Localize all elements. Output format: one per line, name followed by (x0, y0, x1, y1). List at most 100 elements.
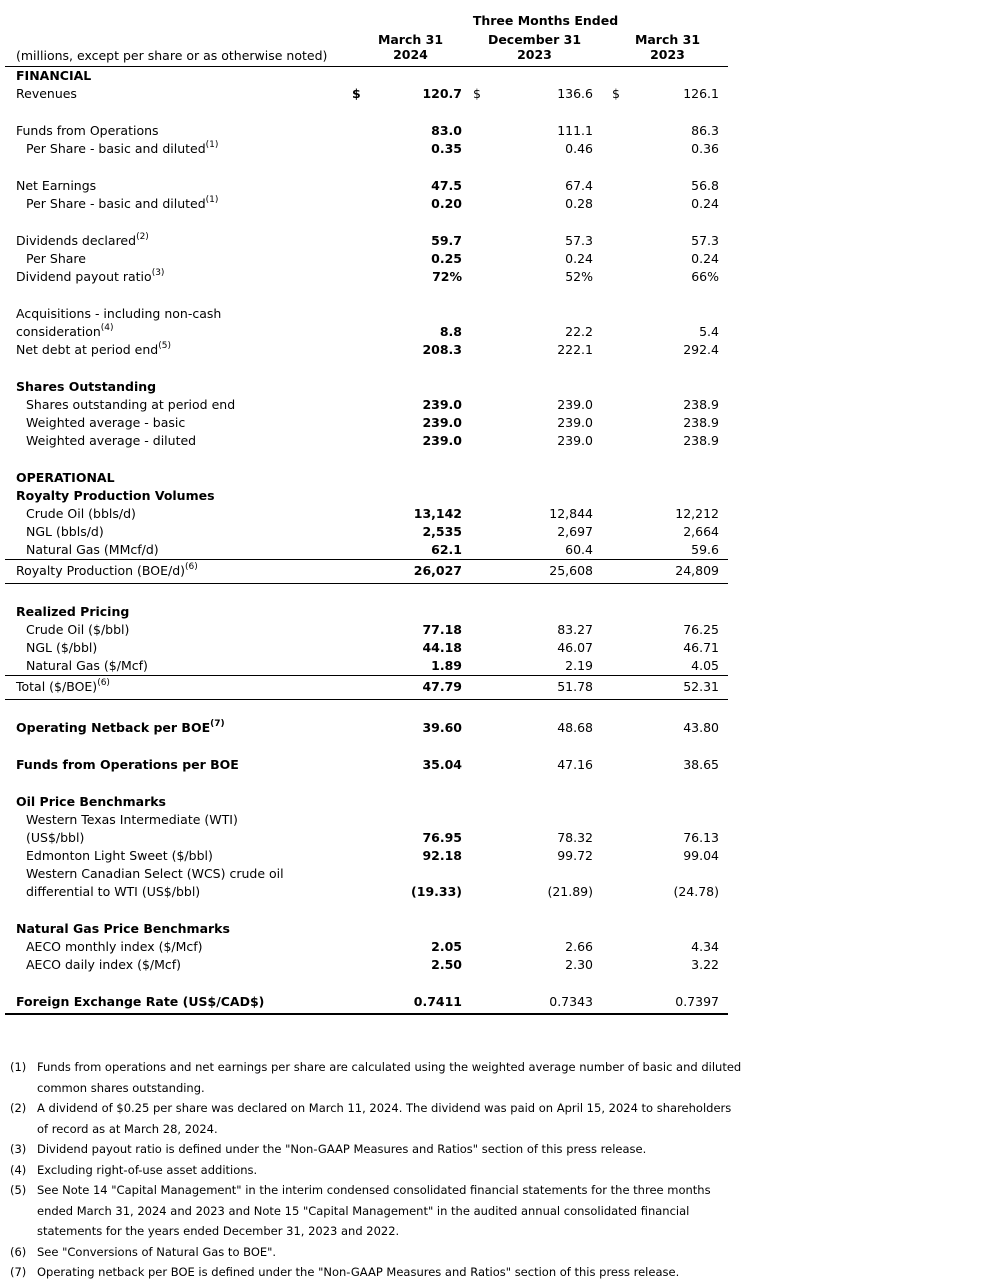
value-cell: 22.2 (462, 323, 593, 341)
row-label-text: OPERATIONAL (16, 470, 115, 485)
value-cell: 72% (345, 268, 462, 286)
table-row: Net debt at period end(5) 208.3 222.1 292.4 (5, 341, 728, 359)
value-cell: 2,535 (345, 523, 462, 541)
row-label: Royalty Production Volumes (5, 487, 345, 505)
value-cell: 4.05 (593, 657, 728, 675)
cell-value: 0.24 (565, 251, 593, 266)
value-cell: 0.35 (345, 140, 462, 158)
table-row: Realized Pricing (5, 603, 728, 621)
value-cell: 60.4 (462, 541, 593, 559)
row-label-text: Natural Gas (MMcf/d) (26, 542, 159, 557)
row-label: Weighted average - basic (5, 414, 345, 432)
value-cell: 239.0 (462, 396, 593, 414)
column-header-line: March 31 (377, 32, 444, 47)
value-cell: 0.24 (593, 195, 728, 213)
table-row: Funds from Operations per BOE 35.04 47.16 3… (5, 756, 728, 774)
footnote-text: A dividend of $0.25 per share was declar… (37, 1101, 732, 1136)
value-cell: 38.65 (593, 756, 728, 774)
row-label-text: FINANCIAL (16, 68, 92, 83)
row-spacer (5, 974, 728, 993)
table-row: Acquisitions - including non-cash conside… (5, 305, 728, 341)
value-cell: 52% (462, 268, 593, 286)
cell-value: 111.1 (557, 123, 593, 138)
value-cell: 66% (593, 268, 728, 286)
unit-note-text: (millions, except per share or as otherw… (16, 48, 328, 63)
footnote-text: Operating netback per BOE is defined und… (37, 1265, 680, 1279)
cell-value: 239.0 (422, 397, 462, 412)
cell-value: 120.7 (422, 86, 462, 101)
cell-value: 0.7343 (549, 994, 593, 1009)
cell-value: (24.78) (673, 884, 719, 899)
row-label: Natural Gas Price Benchmarks (5, 920, 345, 938)
cell-value: 47.5 (431, 178, 462, 193)
cell-value: 0.28 (565, 196, 593, 211)
cell-value: 1.89 (431, 658, 462, 673)
row-label-text: Per Share - basic and diluted(1) (26, 194, 219, 211)
footnote: (1) Funds from operations and net earning… (10, 1057, 745, 1098)
footnote: (2) A dividend of $0.25 per share was dec… (10, 1098, 745, 1139)
period-columns: Three Months Ended March 31 2024 Decembe… (345, 12, 728, 66)
table-row: Edmonton Light Sweet ($/bbl) 92.18 99.72 99… (5, 847, 728, 865)
cell-value: 0.24 (691, 196, 719, 211)
cell-value: 222.1 (557, 342, 593, 357)
cell-value: (19.33) (411, 884, 462, 899)
cell-value: 238.9 (683, 433, 719, 448)
row-label: Royalty Production (BOE/d)(6) (5, 562, 345, 580)
cell-value: 76.13 (683, 830, 719, 845)
value-cell: 99.72 (462, 847, 593, 865)
cell-value: 239.0 (422, 415, 462, 430)
cell-value: 2.05 (431, 939, 462, 954)
value-cell: 47.16 (462, 756, 593, 774)
row-spacer (5, 103, 728, 122)
cell-value: 239.0 (557, 433, 593, 448)
footnote-ref: (6) (97, 677, 110, 688)
value-cell: 239.0 (345, 414, 462, 432)
value-cell: 92.18 (345, 847, 462, 865)
cell-value: 47.79 (422, 679, 462, 694)
cell-value: 12,844 (549, 506, 593, 521)
row-label: Net debt at period end(5) (5, 341, 345, 359)
table-row: Foreign Exchange Rate (US$/CAD$) 0.7411 0.… (5, 993, 728, 1015)
cell-value: 56.8 (691, 178, 719, 193)
cell-value: 47.16 (557, 757, 593, 772)
cell-value: 0.25 (431, 251, 462, 266)
footnote: (4) Excluding right-of-use asset addition… (10, 1160, 745, 1181)
value-cell: 238.9 (593, 414, 728, 432)
row-label-text: Natural Gas Price Benchmarks (16, 921, 230, 936)
row-label-text: Funds from Operations (16, 123, 159, 138)
row-label-text: Natural Gas ($/Mcf) (26, 658, 148, 673)
footnote-ref: (4) (100, 322, 114, 333)
table-row: Revenues $120.7 $136.6 $126.1 (5, 85, 728, 103)
cell-value: 136.6 (557, 86, 593, 101)
cell-value: 99.04 (683, 848, 719, 863)
cell-value: 2.66 (565, 939, 593, 954)
footnote-number: (2) (10, 1101, 27, 1115)
value-cell: 238.9 (593, 396, 728, 414)
row-label: Per Share - basic and diluted(1) (5, 195, 345, 213)
value-cell: 83.0 (345, 122, 462, 140)
footnote-number: (1) (10, 1060, 27, 1074)
row-label: NGL ($/bbl) (5, 639, 345, 657)
row-label-text: AECO daily index ($/Mcf) (26, 957, 182, 972)
cell-value: 46.07 (557, 640, 593, 655)
table-row: Dividends declared(2) 59.7 57.3 57.3 (5, 232, 728, 250)
cell-value: 2,697 (557, 524, 593, 539)
cell-value: 0.7411 (413, 994, 462, 1009)
table-row: Operating Netback per BOE(7) 39.60 48.68 43… (5, 719, 728, 737)
value-cell: 239.0 (345, 396, 462, 414)
row-label: AECO daily index ($/Mcf) (5, 956, 345, 974)
table-row: Shares outstanding at period end 239.0 239… (5, 396, 728, 414)
row-label: Net Earnings (5, 177, 345, 195)
value-cell: 238.9 (593, 432, 728, 450)
row-label: Per Share - basic and diluted(1) (5, 140, 345, 158)
row-label-text: AECO monthly index ($/Mcf) (26, 939, 203, 954)
table-row: AECO monthly index ($/Mcf) 2.05 2.66 4.34 (5, 938, 728, 956)
row-label: Oil Price Benchmarks (5, 793, 345, 811)
value-cell: $126.1 (593, 85, 728, 103)
cell-value: 0.46 (565, 141, 593, 156)
cell-value: 0.20 (431, 196, 462, 211)
footnote-ref: (3) (151, 267, 165, 278)
row-label-text: Foreign Exchange Rate (US$/CAD$) (16, 994, 265, 1009)
cell-value: 57.3 (565, 233, 593, 248)
cell-value: 2.19 (565, 658, 593, 673)
